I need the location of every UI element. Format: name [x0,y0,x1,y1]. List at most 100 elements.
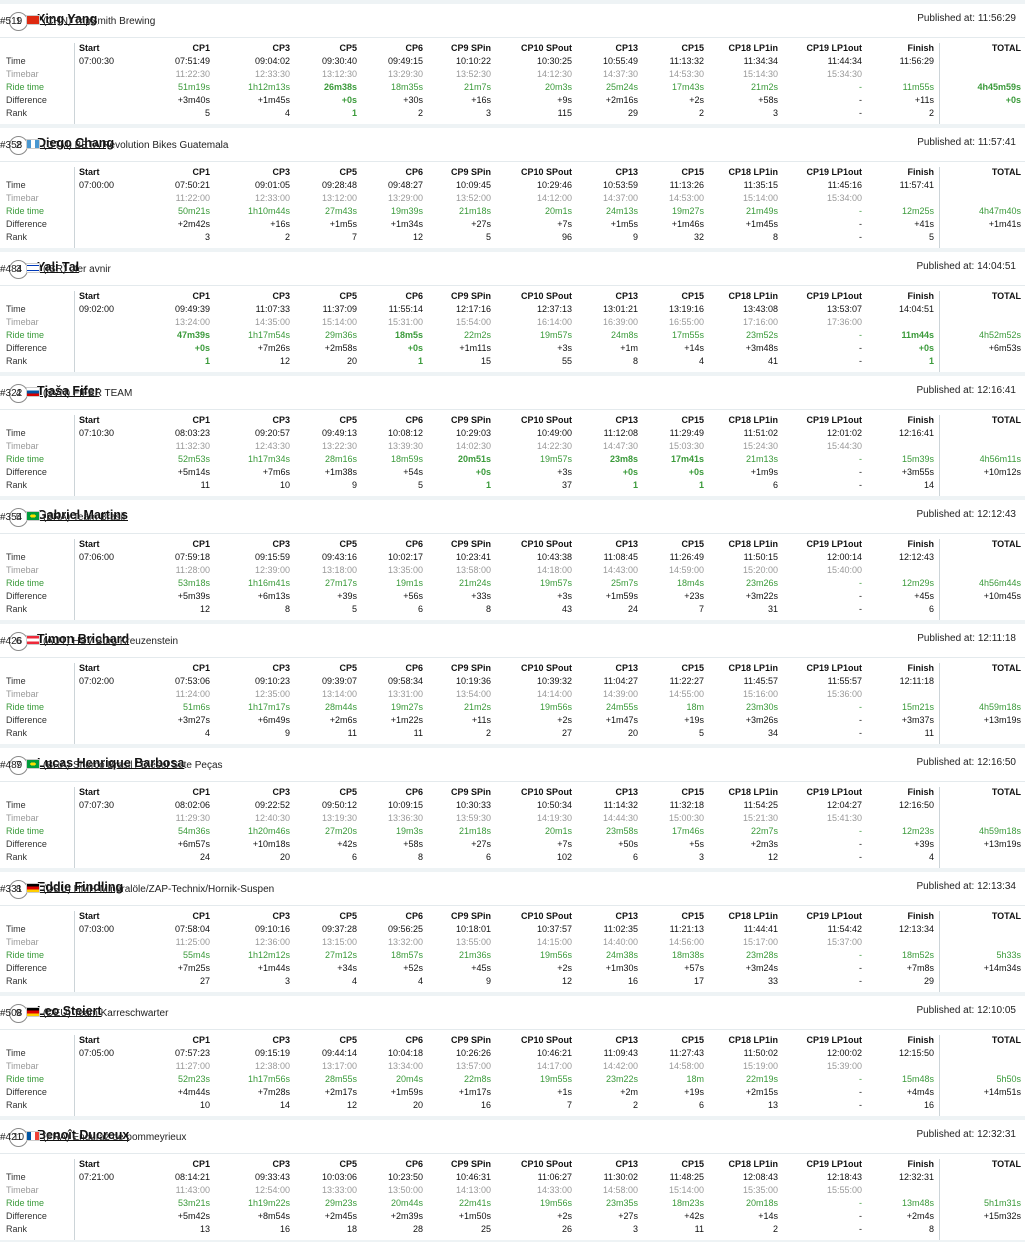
split-cell: 11:29:30 [175,813,210,823]
split-cell: 51m6s [182,702,210,712]
split-table: Time Timebar Ride time Difference Rank Start C… [0,410,1025,496]
split-cell: 14:35:00 [254,317,290,327]
rider-name-link[interactable]: Eddie Findling [37,880,124,894]
divider [939,291,940,372]
split-cell: +1m [620,343,638,353]
split-cell: 4 [698,356,704,366]
split-cell: 15:36:00 [826,689,862,699]
split-cell: 19m57s [539,454,572,464]
split-cell: 09:58:34 [387,676,423,686]
split-cell: 11:22:27 [669,676,704,686]
split-cell: 26m38s [323,82,357,92]
split-cell: 11:51:02 [743,428,778,438]
rider-name-link[interactable]: Xing Yang [37,12,98,26]
flag-deu-icon [26,1007,41,1017]
rider-name-link[interactable]: Lucas Henrique Barbosa [37,756,185,770]
column-header: CP15 [681,167,704,177]
flag-gtm-icon [26,139,41,149]
split-cell: 4 [284,108,290,118]
rider-name-link[interactable]: Timon Brichard [37,632,130,646]
split-cell: 18m4s [676,578,704,588]
row-label-ride-time: Ride time [6,702,45,712]
split-cell: 96 [561,232,572,242]
split-cell: +1m30s [605,963,638,973]
split-cell: 2 [772,1224,778,1234]
rider-card: 7 Lucas Henrique Barbosa #489 (BRA) Sherco… [0,744,1025,868]
split-cell: 15 [480,356,491,366]
split-cell: 13:52:30 [455,69,491,79]
split-cell: 52m23s [177,1074,210,1084]
split-cell: 1 [698,480,704,490]
rider-name-link[interactable]: Diego Chang [37,136,115,150]
split-cell: +5m14s [177,467,210,477]
split-cell: 24 [627,604,638,614]
rider-name-link[interactable]: Tjaša Fifer [37,384,100,398]
column-header: CP13 [615,1159,638,1169]
split-cell: 15m39s [901,454,934,464]
row-label-ride-time: Ride time [6,1074,45,1084]
split-cell: 25 [480,1224,491,1234]
split-cell: +50s [618,839,638,849]
rider-name-link[interactable]: Gabriel Martins [37,508,128,522]
row-label-timebar: Timebar [6,193,39,203]
split-cell: 10:08:12 [387,428,423,438]
published-at: Published at: 12:12:43 [916,509,1016,520]
split-cell: 10:26:26 [455,1048,491,1058]
split-table: Time Timebar Ride time Difference Rank Start C… [0,906,1025,992]
divider [74,787,75,868]
split-cell: 24m38s [605,950,638,960]
split-cell: 09:37:28 [321,924,357,934]
row-label-time: Time [6,552,26,562]
bib-number: #354 [0,512,23,523]
split-cell: 1h19m22s [247,1198,290,1208]
column-header: CP9 SPin [450,415,491,425]
row-label-rank: Rank [6,604,28,614]
split-cell: - [859,454,862,464]
card-separator [0,1116,1025,1120]
split-cell: 16:14:00 [536,317,572,327]
rider-name-link[interactable]: Leo Steiert [37,1004,102,1018]
split-cell: 13 [767,1100,778,1110]
split-cell: - [859,1211,862,1221]
row-label-time: Time [6,428,26,438]
row-label-time: Time [6,304,26,314]
split-cell: 15:34:30 [826,69,862,79]
column-header: CP9 SPin [450,663,491,673]
split-cell: 11:04:27 [603,676,638,686]
split-cell: 11 [200,480,210,490]
split-cell: 11:50:15 [743,552,778,562]
split-cell: 1h12m12s [247,950,290,960]
split-cell: +0s [1005,95,1021,105]
split-cell: 27m12s [324,950,357,960]
column-header: CP6 [405,415,423,425]
column-header: CP13 [615,911,638,921]
row-label-time: Time [6,1172,26,1182]
column-header: CP5 [339,1035,357,1045]
split-cell: +30s [403,95,423,105]
rider-info: #331 (DEU) HMH-Mineralöle/ZAP-Technix/Ho… [0,883,274,895]
split-cell: +4m44s [177,1087,210,1097]
split-cell: 2 [284,232,290,242]
split-cell: +0s [194,343,210,353]
split-cell: 37 [561,480,572,490]
split-cell: 07:58:04 [174,924,210,934]
split-cell: 12:43:30 [254,441,290,451]
column-header: CP6 [405,663,423,673]
split-cell: +9s [557,95,572,105]
split-cell: 14 [279,1100,290,1110]
split-cell: +42s [684,1211,704,1221]
split-cell: 5 [204,108,210,118]
rider-name-link[interactable]: Yali Tal [37,260,80,274]
split-cell: +5s [689,839,704,849]
split-cell: 07:10:30 [79,428,115,438]
split-cell: +2s [557,963,572,973]
split-cell: 29 [627,108,638,118]
published-at: Published at: 12:10:05 [916,1005,1016,1016]
rider-name-link[interactable]: Benoît Ducreux [37,1128,130,1142]
split-cell: 19m3s [395,826,423,836]
published-label: Published at: [917,13,978,24]
split-cell: 18m [686,1074,704,1084]
split-cell: 09:02:00 [79,304,115,314]
split-cell: 12:17:16 [455,304,491,314]
published-at: Published at: 11:56:29 [917,13,1016,24]
